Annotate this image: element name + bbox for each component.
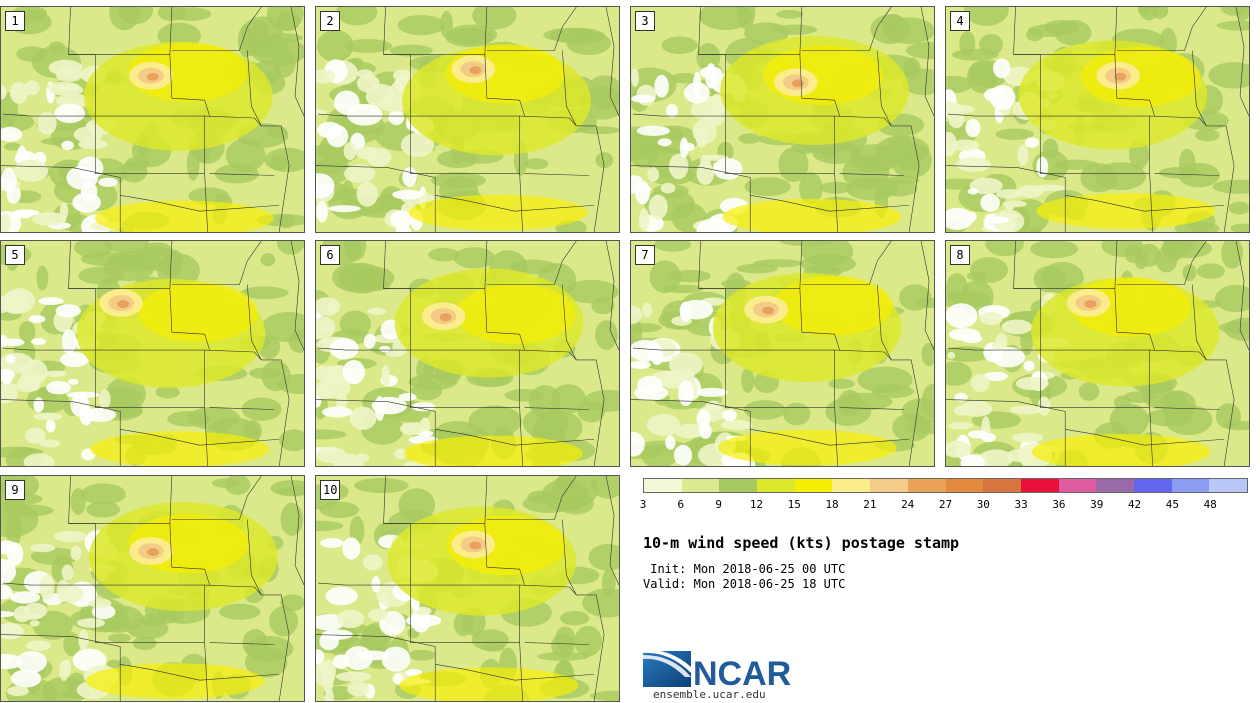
colorbar-segment — [1133, 479, 1172, 492]
colorbar-tick-label: 21 — [863, 498, 877, 511]
ensemble-member-map: 5 — [0, 240, 305, 467]
ensemble-member-map: 9 — [0, 475, 305, 702]
colorbar-tick-label: 27 — [938, 498, 953, 511]
ensemble-member-map: 6 — [315, 240, 620, 467]
colorbar-segment — [644, 479, 682, 492]
colorbar-segment — [1020, 479, 1059, 492]
colorbar-segment — [681, 479, 720, 492]
logo-url: ensemble.ucar.edu — [653, 688, 766, 701]
member-number-label: 7 — [635, 245, 655, 265]
member-number-label: 9 — [5, 480, 25, 500]
colorbar-segment — [719, 479, 758, 492]
member-number-label: 8 — [950, 245, 970, 265]
colorbar-segment — [1209, 479, 1247, 492]
colorbar-tick-label: 33 — [1014, 498, 1028, 511]
colorbar-tick-label: 24 — [901, 498, 915, 511]
colorbar-tick-label: 6 — [677, 498, 685, 511]
colorbar-tick-label: 3 — [639, 498, 647, 511]
ensemble-member-map: 7 — [630, 240, 935, 467]
colorbar-tick-label: 45 — [1165, 498, 1179, 511]
colorbar-segment — [945, 479, 984, 492]
init-label: Init: — [643, 562, 687, 576]
colorbar-segment — [907, 479, 946, 492]
ncar-wordmark: NCAR — [693, 655, 791, 693]
valid-time: Valid: Mon 2018-06-25 18 UTC — [643, 577, 845, 591]
colorbar-segment — [1096, 479, 1134, 492]
member-number-label: 3 — [635, 11, 655, 31]
colorbar-tick-label: 18 — [825, 498, 839, 511]
colorbar-segment — [1171, 479, 1210, 492]
ncar-logo: NCAR — [643, 645, 793, 693]
ensemble-member-map: 1 — [0, 6, 305, 233]
ensemble-member-map: 4 — [945, 6, 1250, 233]
figure-title: 10-m wind speed (kts) postage stamp — [643, 534, 960, 552]
member-number-label: 10 — [320, 480, 341, 500]
member-number-label: 4 — [950, 11, 970, 31]
colorbar-segment — [757, 479, 795, 492]
ensemble-member-map: 3 — [630, 6, 935, 233]
member-number-label: 2 — [320, 11, 340, 31]
colorbar-tick-label: 42 — [1127, 498, 1142, 511]
member-number-label: 1 — [5, 11, 25, 31]
ensemble-member-map: 10 — [315, 475, 620, 702]
member-number-label: 5 — [5, 245, 25, 265]
colorbar-tick-label: 30 — [976, 498, 990, 511]
colorbar-segment — [794, 479, 833, 492]
wind-speed-colorbar — [643, 478, 1248, 493]
init-time: Init: Mon 2018-06-25 00 UTC — [643, 562, 845, 576]
colorbar-tick-label: 36 — [1052, 498, 1066, 511]
colorbar-tick-label: 9 — [715, 498, 722, 511]
colorbar-tick-label: 12 — [749, 498, 764, 511]
colorbar-tick-label: 48 — [1203, 498, 1217, 511]
colorbar-segment — [983, 479, 1021, 492]
colorbar-segment — [832, 479, 871, 492]
colorbar-segment — [870, 479, 908, 492]
colorbar-segment — [1058, 479, 1097, 492]
valid-value: Mon 2018-06-25 18 UTC — [693, 577, 846, 591]
ensemble-member-map: 2 — [315, 6, 620, 233]
init-value: Mon 2018-06-25 00 UTC — [693, 562, 846, 576]
valid-label: Valid: — [643, 577, 687, 591]
colorbar-tick-labels: 3 6 9 12 15 18 21 24 27 30 33 36 39 42 45 48 — [639, 498, 1248, 514]
colorbar-tick-label: 15 — [787, 498, 801, 511]
colorbar-tick-label: 39 — [1090, 498, 1104, 511]
ensemble-member-map: 8 — [945, 240, 1250, 467]
member-number-label: 6 — [320, 245, 340, 265]
